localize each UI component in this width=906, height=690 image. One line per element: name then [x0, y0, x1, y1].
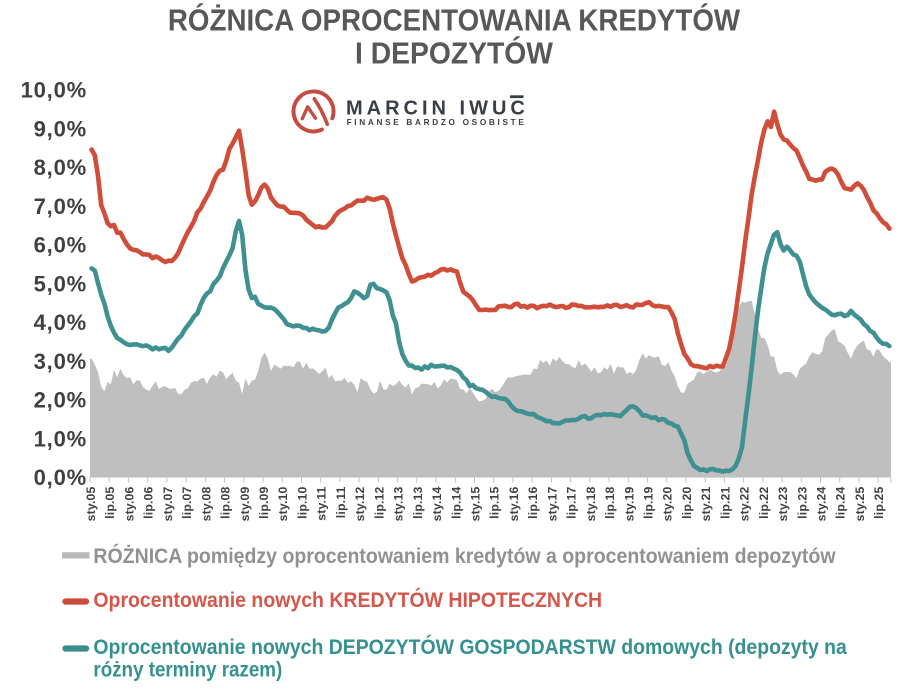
- svg-text:sty.21: sty.21: [699, 486, 713, 521]
- svg-text:I DEPOZYTÓW: I DEPOZYTÓW: [355, 36, 553, 71]
- svg-text:sty.19: sty.19: [622, 486, 636, 521]
- svg-text:7,0%: 7,0%: [34, 194, 87, 219]
- svg-text:sty.09: sty.09: [238, 486, 252, 521]
- svg-text:lip.24: lip.24: [834, 486, 848, 518]
- svg-text:sty.16: sty.16: [507, 486, 521, 521]
- svg-text:3,0%: 3,0%: [34, 349, 87, 374]
- svg-text:lip.06: lip.06: [142, 486, 156, 518]
- svg-text:4,0%: 4,0%: [34, 310, 87, 335]
- svg-text:lip.18: lip.18: [603, 486, 617, 518]
- svg-text:lip.14: lip.14: [449, 486, 463, 518]
- svg-text:sty.06: sty.06: [123, 486, 137, 521]
- svg-text:Oprocentowanie nowych DEPOZYTÓ: Oprocentowanie nowych DEPOZYTÓW GOSPODAR…: [93, 634, 847, 659]
- svg-text:lip.22: lip.22: [757, 486, 771, 518]
- svg-text:6,0%: 6,0%: [34, 233, 87, 258]
- svg-text:lip.15: lip.15: [488, 486, 502, 518]
- svg-text:sty.23: sty.23: [776, 486, 790, 521]
- svg-text:lip.12: lip.12: [372, 486, 386, 518]
- svg-text:sty.11: sty.11: [315, 486, 329, 520]
- svg-text:lip.17: lip.17: [565, 486, 579, 518]
- svg-text:sty.15: sty.15: [469, 486, 483, 521]
- svg-text:lip.10: lip.10: [296, 486, 310, 518]
- svg-text:sty.10: sty.10: [276, 486, 290, 521]
- svg-text:sty.24: sty.24: [815, 486, 829, 521]
- svg-text:sty.17: sty.17: [545, 486, 559, 521]
- svg-text:lip.16: lip.16: [526, 486, 540, 518]
- svg-text:lip.21: lip.21: [718, 486, 732, 518]
- svg-text:sty.08: sty.08: [199, 486, 213, 521]
- svg-text:lip.25: lip.25: [872, 486, 886, 518]
- svg-text:sty.25: sty.25: [853, 486, 867, 521]
- svg-text:różny terminy razem): różny terminy razem): [93, 659, 282, 682]
- svg-text:sty.20: sty.20: [661, 486, 675, 521]
- svg-text:1,0%: 1,0%: [34, 426, 87, 451]
- svg-text:Oprocentowanie nowych KREDYTÓW: Oprocentowanie nowych KREDYTÓW HIPOTECZN…: [93, 588, 602, 613]
- svg-text:sty.13: sty.13: [392, 486, 406, 521]
- svg-text:lip.19: lip.19: [642, 486, 656, 518]
- svg-text:5,0%: 5,0%: [34, 271, 87, 296]
- svg-text:sty.14: sty.14: [430, 486, 444, 521]
- svg-text:9,0%: 9,0%: [34, 116, 87, 141]
- svg-text:sty.18: sty.18: [584, 486, 598, 521]
- svg-text:sty.05: sty.05: [84, 486, 98, 521]
- svg-text:lip.08: lip.08: [219, 486, 233, 518]
- svg-text:lip.23: lip.23: [795, 486, 809, 518]
- svg-text:lip.05: lip.05: [103, 486, 117, 518]
- svg-text:RÓŻNICA pomiędzy oprocentowani: RÓŻNICA pomiędzy oprocentowaniem kredytó…: [93, 543, 835, 568]
- svg-text:MARCIN IWUC: MARCIN IWUC: [346, 97, 529, 119]
- svg-text:lip.20: lip.20: [680, 486, 694, 518]
- svg-text:RÓŻNICA OPROCENTOWANIA KREDYTÓ: RÓŻNICA OPROCENTOWANIA KREDYTÓW: [168, 2, 741, 38]
- svg-text:8,0%: 8,0%: [34, 155, 87, 180]
- svg-text:sty.07: sty.07: [161, 486, 175, 521]
- svg-text:2,0%: 2,0%: [34, 388, 87, 413]
- svg-text:FINANSE BARDZO OSOBISTE: FINANSE BARDZO OSOBISTE: [347, 118, 527, 127]
- svg-text:lip.07: lip.07: [180, 486, 194, 518]
- svg-text:lip.13: lip.13: [411, 486, 425, 518]
- svg-text:lip.09: lip.09: [257, 486, 271, 518]
- svg-text:sty.12: sty.12: [353, 486, 367, 521]
- svg-text:0,0%: 0,0%: [34, 465, 87, 490]
- svg-text:sty.22: sty.22: [738, 486, 752, 521]
- svg-text:10,0%: 10,0%: [21, 78, 87, 103]
- svg-text:lip.11: lip.11: [334, 486, 348, 518]
